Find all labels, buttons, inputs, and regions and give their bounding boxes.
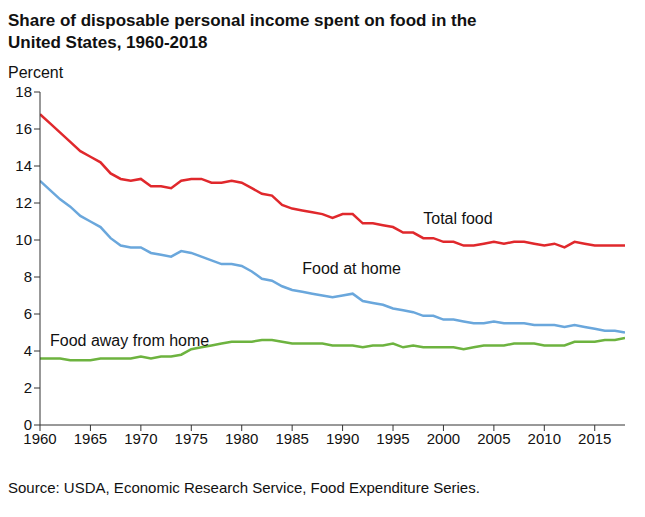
svg-text:1970: 1970 xyxy=(124,430,157,447)
svg-text:1960: 1960 xyxy=(23,429,57,447)
svg-text:2: 2 xyxy=(24,379,32,396)
svg-text:Food away from home: Food away from home xyxy=(50,332,209,349)
svg-text:1990: 1990 xyxy=(326,430,359,447)
svg-text:1965: 1965 xyxy=(74,430,107,447)
svg-text:Total food: Total food xyxy=(423,210,492,227)
svg-text:12: 12 xyxy=(15,194,32,211)
html-text:Share of disposable personal i: Share of disposable personal income spen… xyxy=(8,11,477,52)
svg-text:2000: 2000 xyxy=(427,430,460,447)
html-text:Source: USDA, Economic Researc: Source: USDA, Economic Research Service,… xyxy=(8,479,480,496)
html-text:Percent: Percent xyxy=(8,64,64,81)
svg-text:2010: 2010 xyxy=(528,430,561,447)
svg-text:Food at home: Food at home xyxy=(302,260,401,277)
svg-text:4: 4 xyxy=(24,342,32,359)
svg-text:1995: 1995 xyxy=(376,430,409,447)
svg-text:14: 14 xyxy=(15,157,32,174)
svg-text:2005: 2005 xyxy=(477,430,510,447)
svg-text:1985: 1985 xyxy=(275,430,308,447)
svg-text:18: 18 xyxy=(15,84,32,100)
svg-text:1980: 1980 xyxy=(225,430,258,447)
svg-text:2015: 2015 xyxy=(578,430,611,447)
svg-text:10: 10 xyxy=(15,231,32,248)
svg-text:8: 8 xyxy=(24,268,32,285)
svg-text:16: 16 xyxy=(15,120,32,137)
svg-text:0: 0 xyxy=(24,416,32,433)
svg-text:6: 6 xyxy=(24,305,32,322)
svg-text:1975: 1975 xyxy=(175,430,208,447)
